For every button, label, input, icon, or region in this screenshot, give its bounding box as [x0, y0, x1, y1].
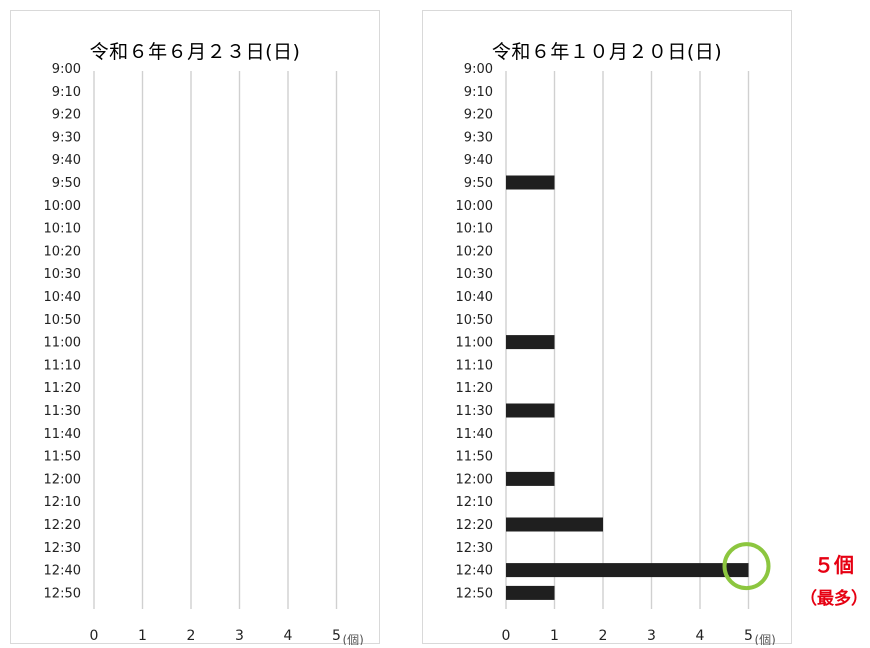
left-y-tick-label: 10:20: [44, 244, 81, 259]
right-y-tick-label: 12:30: [456, 541, 493, 556]
right-y-tick-label: 11:20: [456, 381, 493, 396]
left-y-tick-label: 11:30: [44, 404, 81, 419]
right-bar-1100: [506, 335, 555, 350]
right-y-tick-label: 10:00: [456, 199, 493, 214]
chart-title-left: 令和６年６月２３日(日): [89, 41, 301, 63]
left-y-tick-label: 9:40: [52, 153, 81, 168]
chart-panel-left: 令和６年６月２３日(日) 9:00 9:10 9:20 9:30 9:40 9:50 10:…: [10, 10, 380, 645]
right-x-unit-label: (個): [755, 633, 776, 645]
right-y-tick-label: 11:30: [456, 404, 493, 419]
left-y-tick-label: 9:20: [52, 108, 81, 123]
left-y-tick-label: 10:10: [44, 222, 81, 237]
right-bar-1130: [506, 403, 555, 418]
left-y-tick-label: 9:30: [52, 130, 81, 145]
right-x-tick-label: 4: [696, 628, 705, 644]
right-y-tick-label: 9:30: [464, 130, 493, 145]
left-y-tick-label: 12:00: [44, 472, 81, 487]
right-bar-1200: [506, 471, 555, 486]
right-y-tick-label: 10:20: [456, 244, 493, 259]
right-y-tick-label: 12:00: [456, 472, 493, 487]
right-bar-950: [506, 175, 555, 190]
right-x-tick-label: 5: [744, 628, 753, 644]
right-y-tick-label: 12:50: [456, 586, 493, 601]
right-y-tick-label: 12:20: [456, 518, 493, 533]
left-x-tick-label: 0: [90, 628, 99, 644]
max-note-label: （最多）: [800, 589, 868, 609]
left-x-tick-label: 2: [187, 628, 196, 644]
right-y-tick-label: 9:10: [464, 85, 493, 100]
max-annotation: ５個 （最多）: [798, 549, 870, 609]
left-y-tick-label: 10:40: [44, 290, 81, 305]
right-y-tick-label: 9:40: [464, 153, 493, 168]
left-y-tick-label: 9:00: [52, 62, 81, 77]
bar-chart-right: 9:00 9:10 9:20 9:30 9:40 9:50 10:00 10:10 10:20 1…: [456, 62, 776, 645]
right-y-tick-label: 11:00: [456, 336, 493, 351]
left-x-tick-label: 3: [235, 628, 244, 644]
left-y-tick-label: 11:00: [44, 336, 81, 351]
left-y-tick-label: 10:50: [44, 313, 81, 328]
left-x-tick-label: 4: [284, 628, 293, 644]
left-y-tick-label: 11:20: [44, 381, 81, 396]
right-y-tick-label: 9:20: [464, 108, 493, 123]
left-y-tick-label: 12:10: [44, 495, 81, 510]
right-y-tick-label: 11:40: [456, 427, 493, 442]
left-y-tick-label: 11:40: [44, 427, 81, 442]
left-y-tick-label: 12:50: [44, 586, 81, 601]
right-x-tick-label: 2: [599, 628, 608, 644]
left-y-tick-label: 12:30: [44, 541, 81, 556]
left-x-tick-label: 5: [332, 628, 341, 644]
left-y-tick-label: 9:50: [52, 176, 81, 191]
right-y-tick-label: 10:30: [456, 267, 493, 282]
left-y-tick-label: 10:30: [44, 267, 81, 282]
right-y-tick-label: 10:40: [456, 290, 493, 305]
right-bar-1240: [506, 563, 749, 578]
left-y-tick-label: 12:40: [44, 564, 81, 579]
right-y-tick-label: 12:40: [456, 564, 493, 579]
left-x-tick-label: 1: [138, 628, 147, 644]
right-y-tick-label: 11:10: [456, 358, 493, 373]
right-y-tick-label: 12:10: [456, 495, 493, 510]
right-y-tick-label: 9:50: [464, 176, 493, 191]
left-y-tick-label: 12:20: [44, 518, 81, 533]
left-x-unit-label: (個): [343, 633, 364, 645]
right-bar-1250: [506, 585, 555, 600]
left-y-tick-label: 11:50: [44, 450, 81, 465]
left-y-tick-label: 9:10: [52, 85, 81, 100]
chart-title-right: 令和６年１０月２０日(日): [491, 41, 723, 63]
right-y-tick-label: 9:00: [464, 62, 493, 77]
right-bar-1220: [506, 517, 603, 532]
bar-chart-left: 9:00 9:10 9:20 9:30 9:40 9:50 10:00 10:10 10:20 1…: [44, 62, 364, 645]
max-highlight-circle: [722, 542, 771, 591]
right-x-tick-label: 0: [502, 628, 511, 644]
right-x-tick-label: 1: [550, 628, 559, 644]
max-count-label: ５個: [814, 553, 854, 577]
right-x-tick-label: 3: [647, 628, 656, 644]
right-y-tick-label: 10:10: [456, 222, 493, 237]
left-y-tick-label: 10:00: [44, 199, 81, 214]
right-y-tick-label: 11:50: [456, 450, 493, 465]
chart-panel-right: 令和６年１０月２０日(日) 9:00 9:10 9:20 9:30 9:40 9:50 10…: [422, 10, 792, 645]
left-y-tick-label: 11:10: [44, 358, 81, 373]
right-y-tick-label: 10:50: [456, 313, 493, 328]
